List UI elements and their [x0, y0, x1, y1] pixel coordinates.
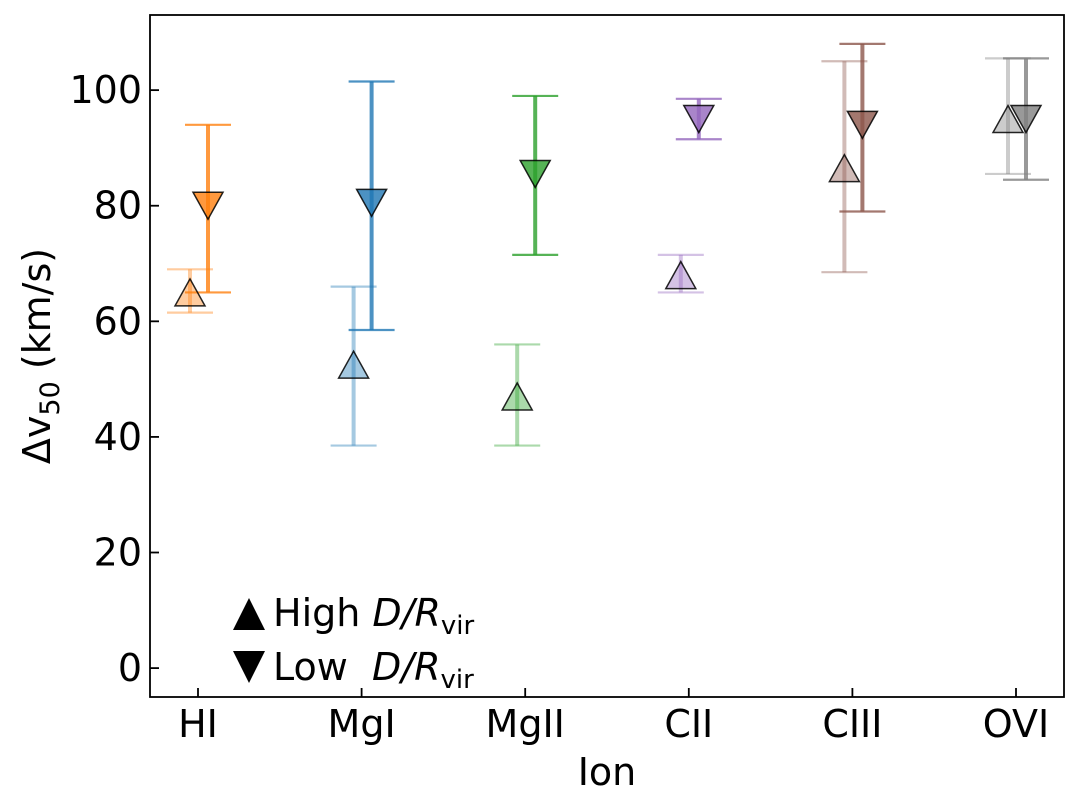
x-axis-label: Ion: [578, 750, 637, 794]
marker-triangle-up-mgi: [337, 349, 370, 379]
x-tick-label: CII: [664, 702, 713, 746]
x-tick-label: MgI: [328, 702, 396, 746]
marker-triangle-down-hi: [191, 191, 225, 221]
x-tick-label: OVI: [983, 702, 1049, 746]
legend-label-low-sub: vir: [440, 665, 474, 695]
x-tick-label: MgII: [486, 702, 565, 746]
y-axis-label-sub: 50: [35, 381, 66, 415]
marker-triangle-down-ovi: [1009, 104, 1043, 135]
legend-label-high-italic: D/R: [372, 591, 440, 635]
x-tick-label: CIII: [822, 702, 882, 746]
plot-area: [149, 14, 1065, 698]
y-axis-label-unit: (km/s): [15, 248, 59, 381]
data-markers: [173, 103, 1043, 411]
legend-label-high-sub: vir: [441, 611, 475, 641]
marker-triangle-down-mgii: [518, 159, 552, 189]
marker-triangle-up-ovi: [991, 103, 1025, 134]
y-tick-label: 80: [94, 184, 142, 228]
legend-marker-low: [233, 651, 265, 683]
x-tick-label: HI: [178, 702, 218, 746]
legend-label-low-italic: D/R: [372, 645, 440, 689]
marker-triangle-up-ciii: [828, 153, 861, 183]
y-axis-ticks: 0 20 40 60 80 100: [69, 68, 159, 690]
legend-label-high: High D/Rvir: [273, 591, 475, 641]
marker-triangle-up-cii: [664, 260, 698, 290]
y-tick-label: 0: [118, 646, 142, 690]
y-tick-label: 100: [69, 68, 142, 112]
y-tick-label: 20: [94, 531, 142, 575]
legend-marker-high: [233, 598, 265, 630]
y-tick-label: 40: [94, 415, 142, 459]
x-axis-ticks: HI MgI MgII CII CIII OVI: [178, 688, 1049, 746]
legend-label-low: Low D/Rvir: [273, 645, 474, 695]
marker-triangle-down-ciii: [846, 110, 879, 140]
y-tick-label: 60: [94, 299, 142, 343]
y-axis-label: Δv50 (km/s): [15, 248, 66, 464]
legend-label-low-main: Low: [273, 645, 372, 689]
y-axis-label-main: Δv: [15, 416, 59, 464]
marker-triangle-down-mgi: [355, 188, 388, 218]
legend-label-high-main: High: [273, 591, 372, 635]
marker-triangle-up-hi: [173, 277, 207, 307]
marker-triangle-up-mgii: [500, 381, 534, 411]
marker-triangle-down-cii: [682, 104, 716, 135]
legend: High D/Rvir Low D/Rvir: [233, 591, 475, 695]
